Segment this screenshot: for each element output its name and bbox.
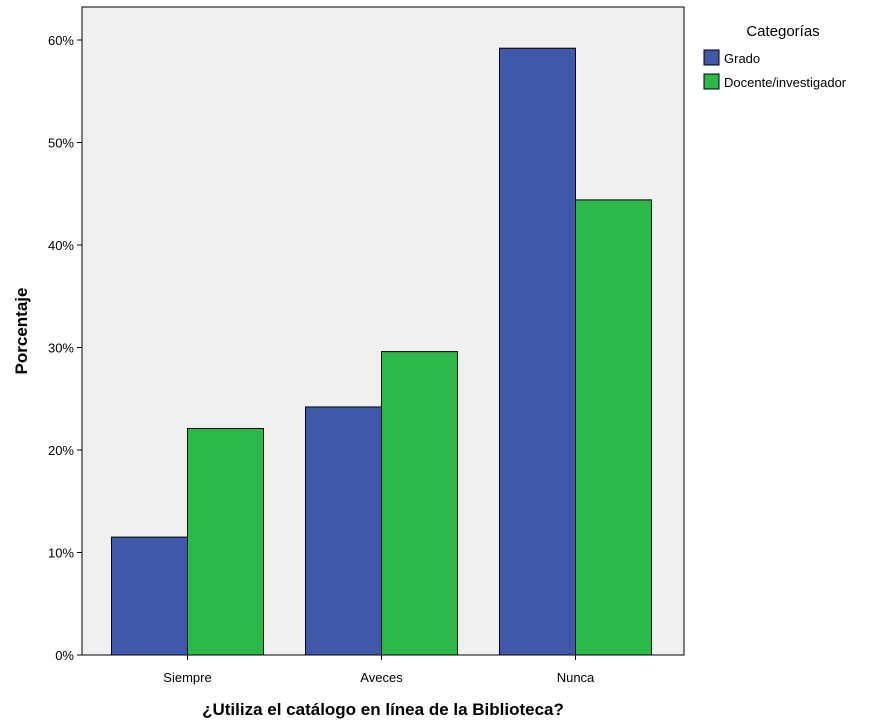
legend-label-docente: Docente/investigador [724, 75, 847, 90]
bar-siempre-grado [111, 536, 188, 656]
y-tick-label: 40% [48, 238, 74, 253]
y-tick-label: 50% [48, 136, 74, 151]
y-axis-title: Porcentaje [12, 288, 31, 375]
bar-aveces-grado [305, 406, 382, 656]
x-tick-label: Nunca [557, 670, 595, 685]
legend-label-grado: Grado [724, 51, 760, 66]
legend-swatch-docente [703, 73, 720, 90]
x-axis-title: ¿Utiliza el catálogo en línea de la Bibl… [202, 700, 564, 719]
y-tick-label: 20% [48, 443, 74, 458]
bar-nunca-docente [575, 199, 652, 656]
y-tick-label: 10% [48, 546, 74, 561]
bar-aveces-docente [381, 351, 458, 656]
bar-siempre-docente [187, 427, 264, 656]
x-tick-label: Aveces [360, 670, 403, 685]
y-tick-label: 0% [55, 648, 74, 663]
bars [111, 47, 652, 656]
x-tick-label: Siempre [163, 670, 211, 685]
y-axis: 0% 10% 20% 30% 40% 50% 60% [48, 33, 82, 663]
legend: Categorías Grado Docente/investigador [703, 23, 847, 90]
y-tick-label: 60% [48, 33, 74, 48]
legend-title: Categorías [746, 23, 819, 40]
legend-swatch-grado [703, 49, 720, 66]
y-tick-label: 30% [48, 341, 74, 356]
x-axis: Siempre Aveces Nunca [163, 655, 595, 685]
bar-nunca-grado [499, 47, 576, 656]
